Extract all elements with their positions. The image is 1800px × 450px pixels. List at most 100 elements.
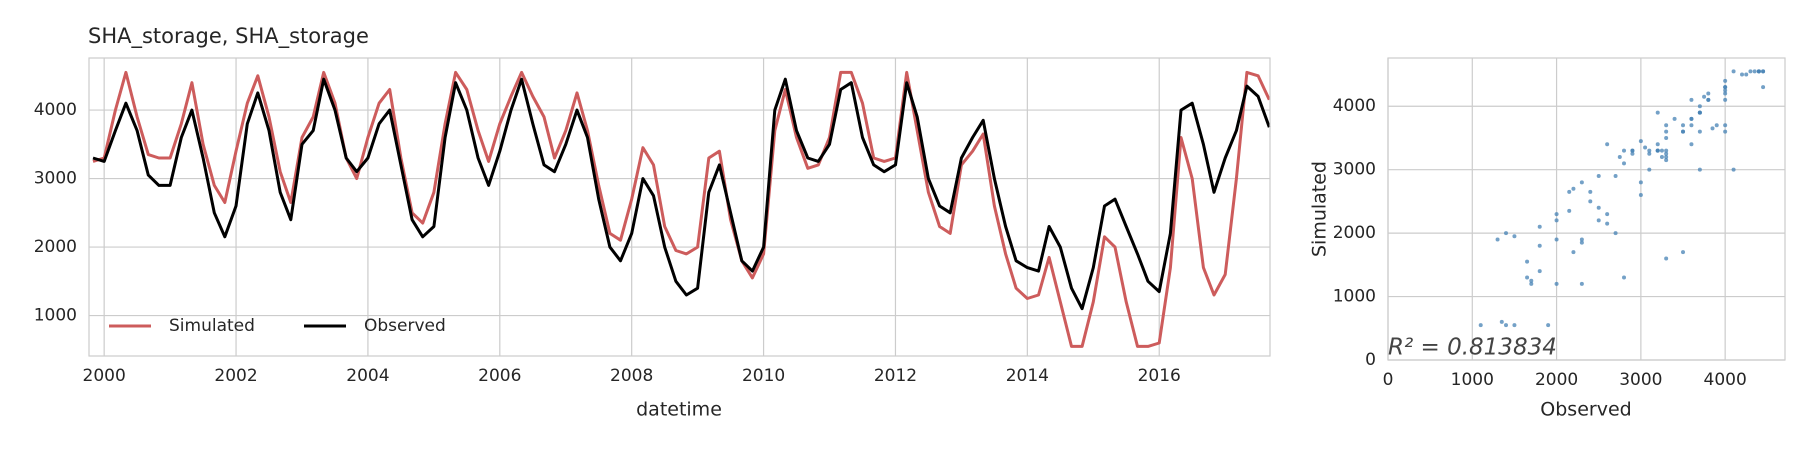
y-tick-label: 4000	[34, 100, 77, 120]
scatter-point	[1655, 110, 1660, 115]
scatter-point	[1731, 69, 1736, 74]
scatter-point	[1664, 154, 1669, 159]
scatter-point	[1554, 281, 1559, 286]
scatter-point	[1655, 142, 1660, 147]
scatter-point	[1529, 281, 1534, 286]
scatter-point	[1702, 94, 1707, 99]
scatter-point	[1664, 151, 1669, 156]
scatter-point	[1529, 278, 1534, 283]
scatter-point	[1504, 323, 1509, 328]
scatter-point	[1723, 123, 1728, 128]
scatter-point	[1689, 97, 1694, 102]
scatter-point	[1643, 145, 1648, 150]
scatter-point	[1617, 154, 1622, 159]
scatter-point	[1706, 97, 1711, 102]
scatter-point	[1659, 148, 1664, 153]
scatter-point	[1647, 167, 1652, 172]
x-tick-label: 2008	[610, 366, 653, 386]
scatter-point	[1630, 148, 1635, 153]
annotation: R² = 0.813834	[1388, 335, 1557, 361]
scatter-point	[1655, 148, 1660, 153]
scatter-point	[1478, 323, 1483, 328]
scatter-point	[1664, 256, 1669, 261]
y-tick-label: 4000	[1333, 96, 1376, 116]
scatter-point	[1681, 250, 1686, 255]
x-tick-label: 4000	[1704, 370, 1747, 390]
scatter-point	[1689, 116, 1694, 121]
scatter-point	[1571, 186, 1576, 191]
x-tick-label: 0	[1383, 370, 1394, 390]
plot-area	[1388, 58, 1785, 360]
scatter-point	[1697, 110, 1702, 115]
scatter-point	[1664, 158, 1669, 163]
x-tick-label: 2014	[1006, 366, 1049, 386]
scatter-point	[1613, 174, 1618, 179]
scatter-point	[1723, 85, 1728, 90]
scatter-point	[1638, 139, 1643, 144]
scatter-point	[1723, 88, 1728, 93]
scatter-point	[1525, 259, 1530, 264]
series-line	[92, 70, 1271, 348]
x-tick-label: 2002	[214, 366, 257, 386]
scatter-point	[1605, 142, 1610, 147]
scatter-point	[1579, 237, 1584, 242]
x-axis-label: Observed	[1540, 399, 1631, 421]
scatter-point	[1697, 129, 1702, 134]
scatter-point	[1706, 91, 1711, 96]
scatter-point	[1752, 69, 1757, 74]
scatter-point	[1761, 85, 1766, 90]
plot-clip-group	[92, 70, 1271, 348]
scatter-point	[1740, 72, 1745, 77]
scatter-point	[1537, 243, 1542, 248]
scatter-point	[1622, 275, 1627, 280]
scatter-point	[1588, 199, 1593, 204]
axes-frame	[88, 57, 1271, 357]
x-tick-label: 2012	[874, 366, 917, 386]
y-tick-label: 2000	[34, 237, 77, 257]
legend-label: Observed	[364, 316, 446, 336]
scatter-point	[1499, 319, 1504, 324]
scatter-point	[1723, 91, 1728, 96]
scatter-point	[1664, 135, 1669, 140]
axes-frame	[1387, 57, 1786, 361]
scatter-point	[1579, 281, 1584, 286]
scatter-point	[1504, 231, 1509, 236]
scatter-point	[1630, 151, 1635, 156]
scatter-point	[1554, 218, 1559, 223]
scatter-point	[1689, 142, 1694, 147]
y-tick-label: 0	[1365, 350, 1376, 370]
y-tick-label: 3000	[34, 169, 77, 189]
scatter-point	[1697, 104, 1702, 109]
scatter-point	[1723, 78, 1728, 83]
scatter-point	[1638, 193, 1643, 198]
scatter-point	[1567, 208, 1572, 213]
scatter-point	[1567, 189, 1572, 194]
scatter-point	[1613, 231, 1618, 236]
scatter-point	[1664, 129, 1669, 134]
y-axis-label: Simulated	[1309, 161, 1331, 257]
scatter-point	[1605, 212, 1610, 217]
scatter-point	[1659, 154, 1664, 159]
scatter-point	[1647, 148, 1652, 153]
series-line	[92, 77, 1271, 311]
scatter-point	[1596, 218, 1601, 223]
x-tick-label: 2000	[83, 366, 126, 386]
scatter-point	[1605, 221, 1610, 226]
legend-label: Simulated	[169, 316, 255, 336]
scatter-point	[1723, 97, 1728, 102]
scatter-point	[1664, 148, 1669, 153]
scatter-point	[1579, 240, 1584, 245]
scatter-point	[1512, 234, 1517, 239]
scatter-point	[1723, 129, 1728, 134]
scatter-point	[1731, 167, 1736, 172]
scatter-point	[1681, 129, 1686, 134]
scatter-point	[1689, 123, 1694, 128]
scatter-point	[1681, 123, 1686, 128]
scatter-point	[1714, 123, 1719, 128]
scatter-point	[1710, 126, 1715, 131]
scatter-point	[1756, 69, 1761, 74]
scatter-point	[1554, 237, 1559, 242]
scatter-point	[1638, 180, 1643, 185]
scatter-point	[1664, 123, 1669, 128]
